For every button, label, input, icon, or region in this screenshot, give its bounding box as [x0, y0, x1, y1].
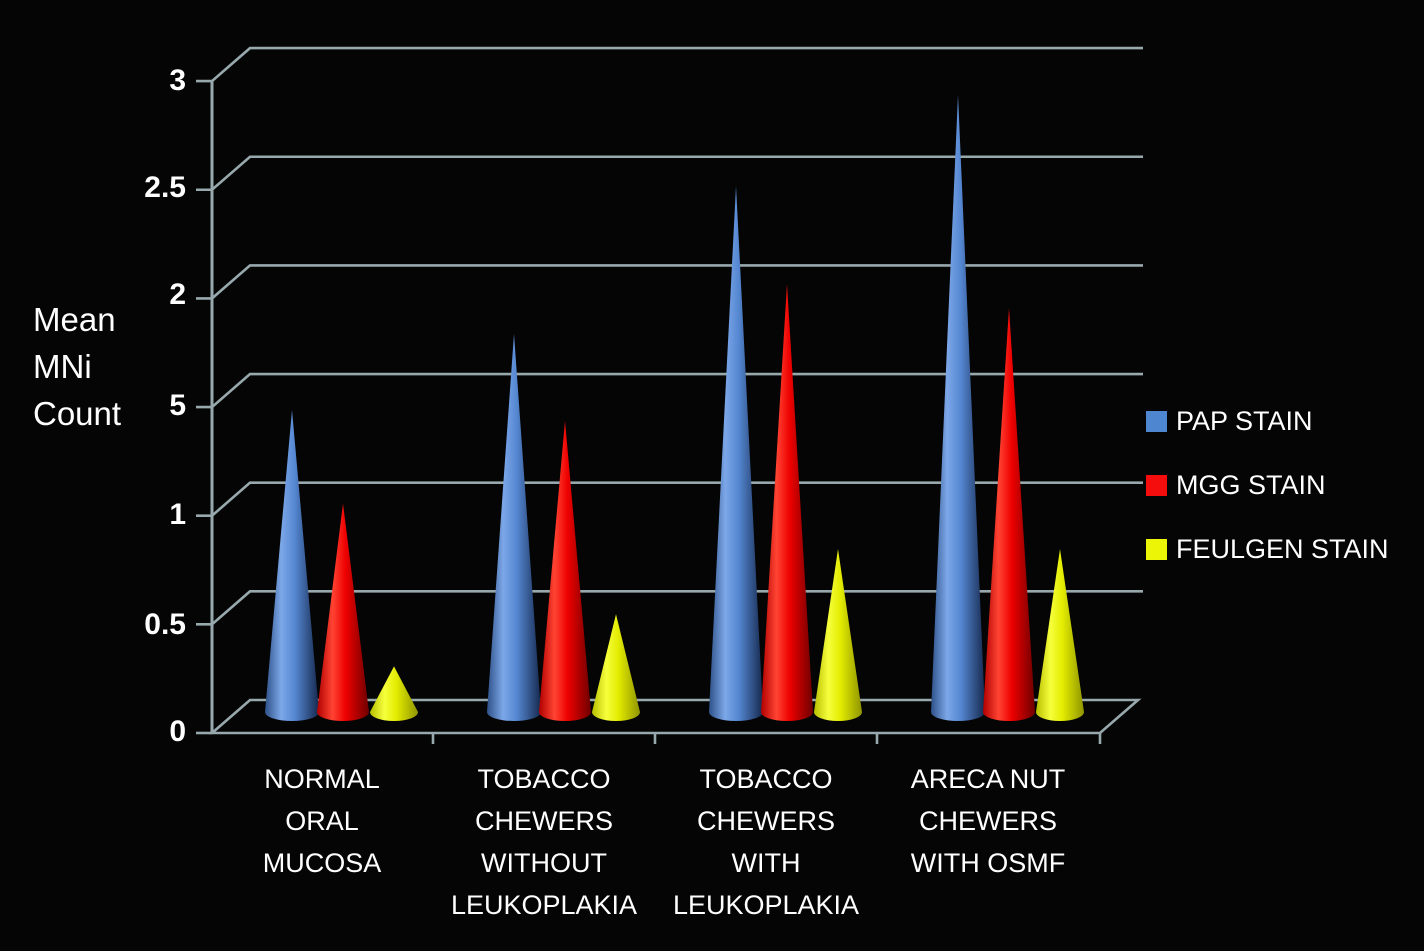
- cone-mgg-stain: [317, 503, 369, 721]
- cone-feulgen-stain: [814, 549, 862, 721]
- y-tick-label: 1: [169, 498, 186, 531]
- legend-swatch-mgg-stain: [1146, 474, 1167, 496]
- cone-feulgen-stain: [1036, 549, 1084, 721]
- legend-item: MGG STAIN: [1146, 470, 1389, 500]
- legend: PAP STAIN MGG STAIN FEULGEN STAIN: [1146, 406, 1389, 598]
- cone-pap-stain: [931, 94, 985, 722]
- grid-lines: [196, 46, 1143, 744]
- legend-item-label: PAP STAIN: [1176, 405, 1313, 436]
- cone-mgg-stain: [983, 307, 1035, 721]
- y-tick-label: 2: [169, 278, 186, 311]
- cone-bars: [265, 94, 1084, 722]
- y-tick-label: 2.5: [144, 171, 186, 204]
- legend-swatch-feulgen-stain: [1146, 538, 1167, 560]
- x-category-label: TOBACCO CHEWERS WITHOUT LEUKOPLAKIA: [450, 764, 638, 920]
- legend-item: PAP STAIN: [1146, 406, 1389, 436]
- x-category-label: ARECA NUT CHEWERS WITH OSMF: [910, 764, 1066, 878]
- cone-pap-stain: [265, 409, 319, 721]
- y-tick-label: 5: [169, 389, 186, 422]
- cone-pap-stain: [487, 333, 541, 721]
- cone-feulgen-stain: [370, 666, 418, 721]
- legend-item-label: MGG STAIN: [1176, 469, 1326, 500]
- legend-item-label: FEULGEN STAIN: [1176, 533, 1389, 564]
- legend-swatch-pap-stain: [1146, 410, 1167, 432]
- y-tick-label: 0: [169, 715, 186, 748]
- cone-mgg-stain: [761, 283, 813, 721]
- cone-feulgen-stain: [592, 614, 640, 721]
- legend-item: FEULGEN STAIN: [1146, 534, 1389, 564]
- x-category-label: TOBACCO CHEWERS WITH LEUKOPLAKIA: [672, 764, 860, 920]
- x-category-label: NORMAL ORAL MUCOSA: [262, 764, 382, 878]
- cone-mgg-stain: [539, 420, 591, 721]
- y-tick-label: 3: [169, 64, 186, 97]
- floor-outline: [208, 698, 1142, 735]
- cone-pap-stain: [709, 186, 763, 721]
- y-axis-title: Mean MNi Count: [33, 301, 122, 432]
- y-tick-label: 0.5: [144, 608, 186, 641]
